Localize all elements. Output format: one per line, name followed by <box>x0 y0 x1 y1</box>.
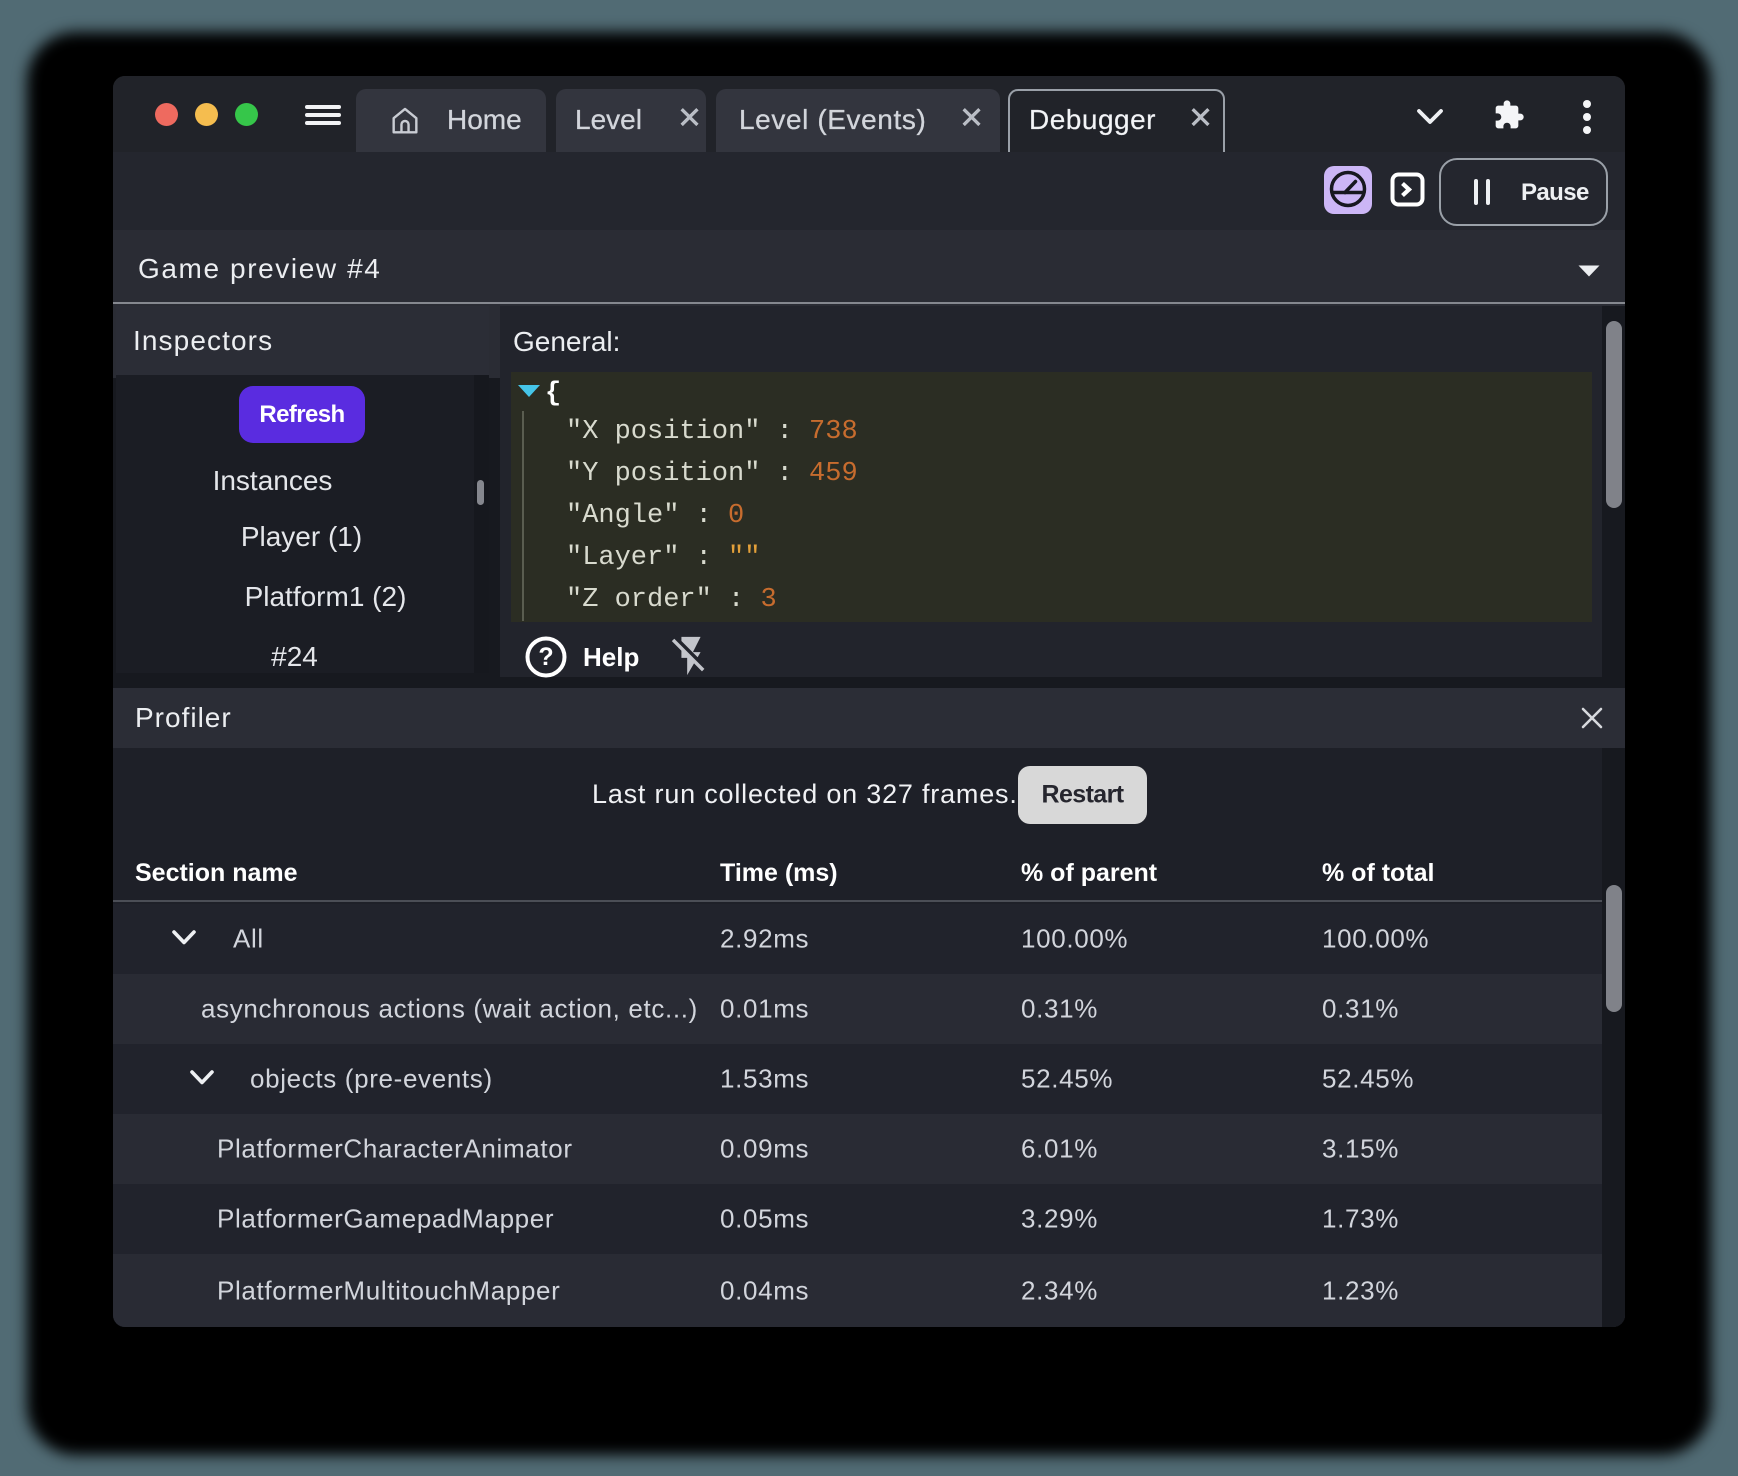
svg-text:?: ? <box>538 643 553 671</box>
